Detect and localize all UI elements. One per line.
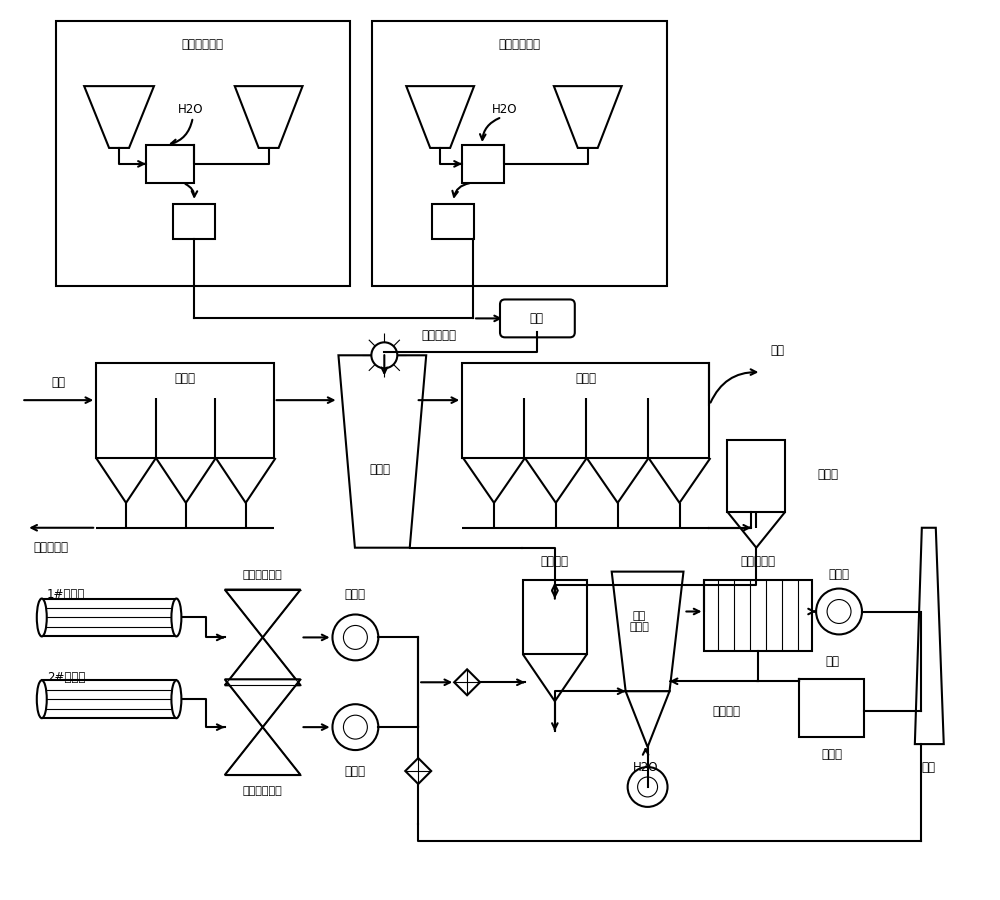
Polygon shape: [612, 572, 683, 691]
Polygon shape: [225, 637, 301, 685]
Circle shape: [628, 767, 668, 807]
Text: 引风机: 引风机: [829, 568, 850, 581]
Text: 脱硫塔: 脱硫塔: [370, 464, 391, 476]
Bar: [523, 580, 587, 654]
Polygon shape: [225, 727, 301, 775]
Text: 2#烧结机: 2#烧结机: [47, 670, 85, 684]
Text: 除尘器: 除尘器: [575, 372, 596, 384]
Polygon shape: [225, 680, 301, 727]
Polygon shape: [235, 86, 303, 148]
Text: 副产物: 副产物: [822, 748, 843, 760]
Ellipse shape: [37, 598, 47, 636]
Polygon shape: [626, 691, 670, 747]
Circle shape: [827, 599, 851, 624]
Circle shape: [332, 704, 378, 750]
Circle shape: [638, 777, 658, 797]
Bar: [96, 364, 274, 458]
Polygon shape: [84, 86, 154, 148]
Text: 烟囱: 烟囱: [922, 760, 936, 773]
Bar: [432, 203, 474, 238]
Bar: [42, 598, 176, 636]
Bar: [56, 22, 350, 285]
Circle shape: [343, 716, 367, 739]
Ellipse shape: [171, 680, 181, 718]
Circle shape: [371, 342, 397, 368]
Text: 石灯消化装置: 石灯消化装置: [498, 38, 540, 50]
Bar: [462, 364, 709, 458]
Bar: [462, 145, 504, 183]
Text: 物料循环: 物料循环: [712, 705, 740, 717]
Bar: [173, 203, 215, 238]
Text: 布袋除尘器: 布袋除尘器: [741, 555, 776, 568]
Text: 脱硫
吸收塔: 脱硫 吸收塔: [630, 611, 650, 633]
Text: 抽风机: 抽风机: [345, 588, 366, 601]
Polygon shape: [225, 590, 301, 637]
Text: 除尘器: 除尘器: [174, 372, 195, 384]
Bar: [799, 680, 864, 737]
Bar: [372, 22, 667, 285]
Text: 顶罐: 顶罐: [530, 312, 544, 325]
Text: 1#烧结机: 1#烧结机: [47, 588, 85, 601]
Text: 机头电除尘器: 机头电除尘器: [243, 786, 283, 796]
Text: 缓冲仓: 缓冲仓: [817, 468, 838, 482]
Bar: [42, 680, 176, 718]
Ellipse shape: [37, 680, 47, 718]
Circle shape: [343, 626, 367, 650]
Text: 脱硫剂仓: 脱硫剂仓: [541, 555, 569, 568]
Ellipse shape: [171, 598, 181, 636]
Polygon shape: [406, 86, 474, 148]
Text: H2O: H2O: [178, 103, 204, 115]
Text: 旋转雾化器: 旋转雾化器: [422, 328, 457, 342]
Text: 烟气: 烟气: [51, 375, 65, 389]
Text: H2O: H2O: [633, 760, 658, 773]
Polygon shape: [405, 758, 431, 784]
Bar: [704, 580, 812, 652]
Polygon shape: [915, 527, 944, 744]
Text: 抽风机: 抽风机: [345, 764, 366, 778]
Polygon shape: [338, 356, 426, 548]
Bar: [146, 145, 194, 183]
Text: 烟囱: 烟囱: [770, 344, 784, 356]
Text: H2O: H2O: [492, 103, 518, 115]
Text: 灰仓: 灰仓: [825, 655, 839, 668]
Text: 机头电除尘器: 机头电除尘器: [243, 570, 283, 580]
FancyBboxPatch shape: [500, 300, 575, 338]
Circle shape: [816, 589, 862, 634]
Text: 石灯消化装置: 石灯消化装置: [182, 38, 224, 50]
Polygon shape: [554, 86, 622, 148]
Text: 粉尘预收集: 粉尘预收集: [34, 541, 69, 554]
Circle shape: [332, 615, 378, 661]
Bar: [727, 440, 785, 512]
Polygon shape: [454, 670, 480, 695]
